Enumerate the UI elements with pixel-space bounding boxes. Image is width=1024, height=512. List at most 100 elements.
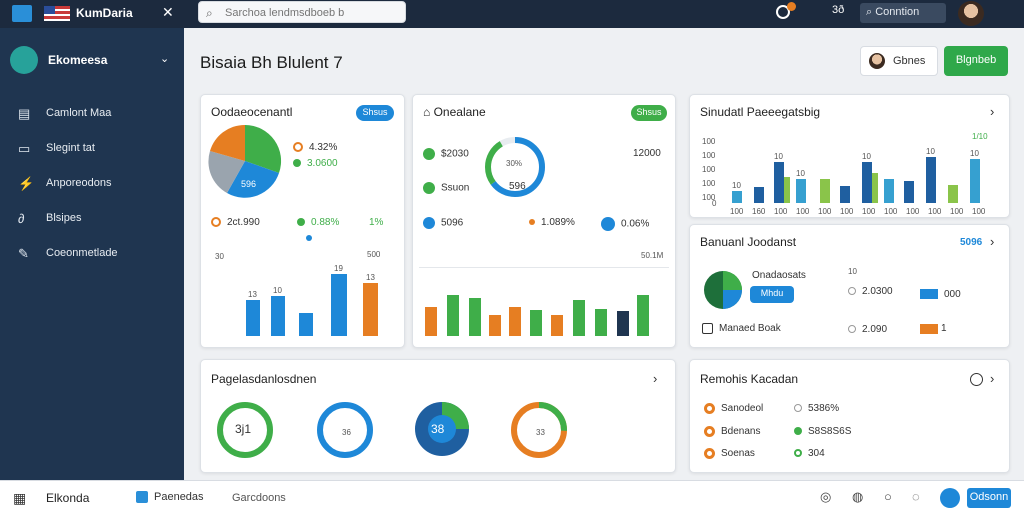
status-pill[interactable]: Shsus	[356, 105, 394, 121]
list-label: Bdenans	[721, 426, 761, 438]
chart-bar	[926, 157, 936, 203]
list-item[interactable]: Soenas	[704, 448, 755, 459]
chat-icon[interactable]: ◎	[820, 489, 832, 504]
card-revenue: ⌂ Onealane Shsus 30% 596 $2030 Ssuon 120…	[412, 94, 676, 348]
legend-item: 3.0600	[293, 158, 338, 169]
info-icon[interactable]: ○	[884, 489, 892, 504]
status-indicator-icon[interactable]	[940, 488, 960, 508]
stat-value: 0.06%	[621, 218, 650, 230]
chart-bar	[299, 313, 313, 336]
user-avatar[interactable]	[958, 1, 984, 26]
bar-label: 13	[366, 273, 375, 282]
donut-center-top: 30%	[506, 159, 523, 168]
list-value: 5386%	[808, 403, 840, 414]
checkbox[interactable]	[702, 323, 713, 334]
row-marker	[848, 287, 856, 296]
user-button[interactable]: Gbnes	[860, 46, 938, 76]
chart-bar	[904, 181, 914, 203]
card-remote: Remohis Kacadan › Sanodeol Bdenans Soena…	[689, 359, 1010, 473]
row-bar	[920, 289, 938, 299]
sidebar-item-4[interactable]: ✎ Coeonmetlade	[0, 241, 184, 267]
donut-label: Onadaosats	[752, 270, 806, 281]
app-name: KumDaria	[76, 6, 133, 20]
notification-icon[interactable]	[776, 5, 790, 19]
indicator-dot	[306, 235, 312, 241]
search-input[interactable]	[225, 6, 401, 20]
help-icon[interactable]: ◍	[852, 489, 864, 504]
chevron-down-icon[interactable]: ⌄	[160, 53, 170, 65]
sidebar-item-1[interactable]: ▭ Slegint tat	[0, 136, 184, 162]
legend-item: 4.32%	[293, 142, 337, 153]
sidebar-title: Ekomeesa	[48, 53, 108, 67]
x-tick: 100	[928, 207, 942, 216]
card-link[interactable]: 5096	[960, 237, 983, 248]
status-pill[interactable]: Shsus	[631, 105, 667, 121]
metric-value: 1/10	[972, 132, 988, 141]
chevron-right-icon[interactable]: ›	[990, 371, 995, 386]
sidebar-item-label: Coeonmetlade	[46, 247, 118, 259]
notification-count: 3ð	[832, 4, 845, 16]
chevron-right-icon[interactable]: ›	[990, 104, 995, 119]
list-value-item: 304	[794, 448, 825, 459]
row-bar-value: 000	[944, 289, 961, 300]
x-tick: 100	[862, 207, 876, 216]
list-item[interactable]: Sanodeol	[704, 403, 763, 414]
list-item[interactable]: Bdenans	[704, 426, 760, 437]
legend-value: 4.32%	[309, 142, 338, 153]
stat-item: 0.06%	[601, 217, 649, 231]
sidebar-header[interactable]: Ekomeesa ⌄	[10, 46, 174, 76]
bottom-action-button[interactable]: Odsonn	[967, 488, 1011, 508]
sidebar-item-3[interactable]: ∂ Blsipes	[0, 206, 184, 232]
card-progress-chart: Sinudatl Paeeegatsbig › 1/10 100 100 100…	[689, 94, 1010, 218]
chart-bar	[820, 179, 830, 203]
list-marker	[704, 448, 715, 459]
bar-label: 10	[970, 149, 979, 158]
stat-marker	[601, 217, 615, 231]
donut-center-label: 596	[509, 181, 526, 192]
user-label: Gbnes	[893, 55, 926, 67]
list-value-item: S8S8S6S	[794, 426, 851, 437]
bottom-tab-2[interactable]: Garcdoons	[232, 492, 286, 504]
status-pill[interactable]: Mhdu	[750, 286, 794, 303]
sidebar-item-2[interactable]: ⚡ Anporeodons	[0, 171, 184, 197]
x-tick: 100	[796, 207, 810, 216]
bar-label: 10	[273, 286, 282, 295]
legend-value: Ssuon	[441, 182, 470, 194]
x-tick: 100	[972, 207, 986, 216]
chart-bar	[774, 162, 784, 203]
run-icon: ⚡	[18, 176, 35, 191]
row-bar	[920, 324, 938, 334]
primary-action-button[interactable]: Blgnbeb	[944, 46, 1008, 76]
grid-menu-icon[interactable]: ▦	[13, 490, 27, 506]
close-icon[interactable]: ✕	[162, 4, 174, 20]
connect-button[interactable]: ⌕ Conntion	[860, 3, 946, 23]
bottom-tab-1[interactable]: Paenedas	[136, 491, 204, 504]
sidebar-item-0[interactable]: ▤ Camlont Maa	[0, 101, 184, 127]
chart-bar	[637, 295, 649, 336]
sidebar: Ekomeesa ⌄ ▤ Camlont Maa ▭ Slegint tat ⚡…	[0, 28, 184, 480]
chart-bar	[754, 187, 764, 203]
row-item: 2.0300	[848, 286, 893, 297]
checkbox-row[interactable]: Manaed Boak	[702, 323, 781, 334]
flag-icon	[44, 6, 70, 21]
x-tick: 100	[840, 207, 854, 216]
chart-bar	[595, 309, 607, 336]
row-value: 2.090	[862, 324, 888, 335]
settings-icon[interactable]: ◌	[912, 489, 920, 504]
bar-label: 10	[862, 152, 871, 161]
notification-badge	[787, 2, 796, 11]
legend-marker	[423, 148, 435, 160]
app-logo-icon[interactable]	[12, 5, 32, 22]
x-tick: 160	[752, 207, 766, 216]
search-bar[interactable]: ⌕	[198, 1, 406, 23]
chart-bar	[840, 186, 850, 203]
chevron-right-icon[interactable]: ›	[653, 371, 658, 386]
axis-label: 500	[367, 250, 381, 259]
chevron-right-icon[interactable]: ›	[990, 234, 995, 249]
legend-value: 3.0600	[307, 158, 338, 169]
checkbox-label: Manaed Boak	[719, 323, 781, 335]
bar-label: 19	[334, 264, 343, 273]
chart-bar	[872, 173, 878, 203]
status-circle-icon[interactable]	[970, 373, 983, 386]
axis-label: 30	[215, 252, 224, 261]
